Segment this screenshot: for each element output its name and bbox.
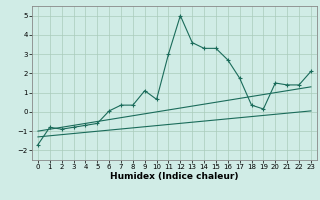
X-axis label: Humidex (Indice chaleur): Humidex (Indice chaleur) [110, 172, 239, 181]
